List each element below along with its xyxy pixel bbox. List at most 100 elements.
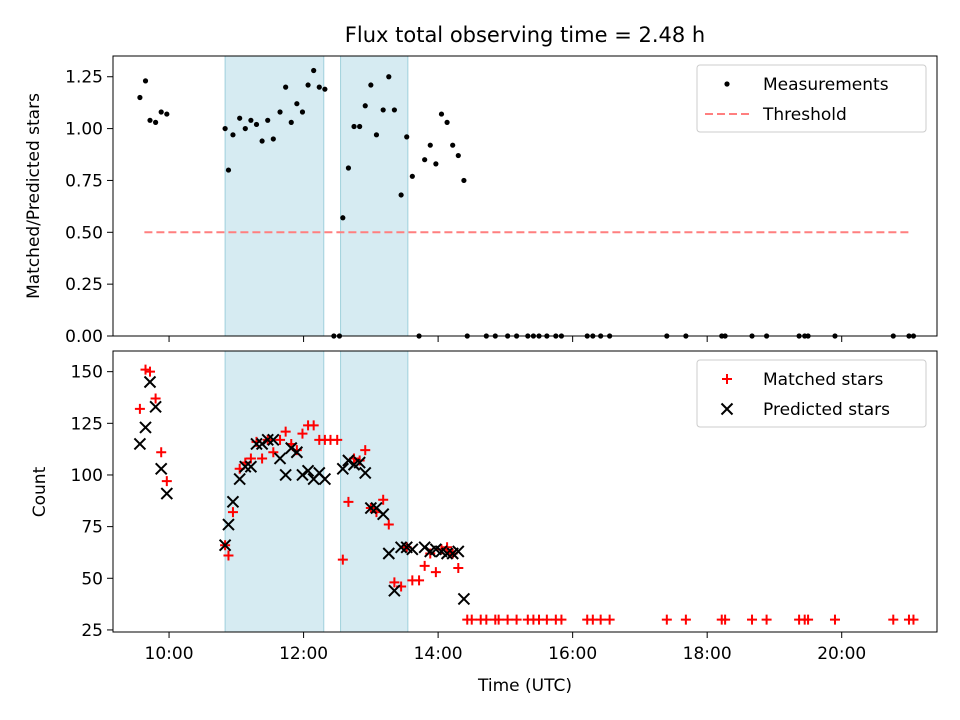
legend-measurement-swatch bbox=[724, 81, 730, 87]
legend-label: Matched stars bbox=[763, 370, 883, 390]
measurement-point bbox=[391, 107, 397, 113]
measurement-point bbox=[461, 177, 467, 184]
y-tick-label: 100 bbox=[71, 466, 103, 486]
matched-star-point bbox=[144, 366, 155, 377]
matched-star-point bbox=[134, 403, 145, 414]
matched-star-point bbox=[481, 614, 492, 625]
bottom-series bbox=[133, 364, 919, 625]
matched-star-point bbox=[332, 434, 343, 445]
matched-star-point bbox=[360, 445, 371, 456]
measurement-point bbox=[137, 94, 143, 101]
measurement-point bbox=[242, 125, 248, 132]
bottom-shaded-intervals bbox=[224, 350, 409, 633]
shaded-interval bbox=[224, 55, 325, 337]
measurement-point bbox=[230, 132, 236, 138]
predicted-star-point bbox=[149, 400, 162, 413]
measurement-point bbox=[368, 82, 374, 88]
matched-star-point bbox=[383, 519, 394, 530]
matched-star-point bbox=[156, 447, 167, 458]
measurement-point bbox=[265, 117, 271, 123]
matched-star-point bbox=[829, 614, 840, 625]
x-tick-label: 12:00 bbox=[279, 644, 328, 664]
predicted-star-point bbox=[388, 584, 401, 597]
measurement-point bbox=[362, 103, 368, 109]
predicted-star-point bbox=[301, 464, 315, 478]
matched-star-point bbox=[419, 560, 430, 571]
predicted-star-point bbox=[226, 495, 240, 509]
matched-star-point bbox=[378, 494, 389, 505]
measurement-point bbox=[386, 74, 392, 80]
predicted-star-point bbox=[382, 547, 395, 560]
matched-star-point bbox=[493, 614, 504, 625]
predicted-star-point bbox=[457, 592, 471, 606]
top-axes-frame bbox=[112, 55, 938, 337]
matched-star-point bbox=[414, 575, 425, 586]
predicted-star-point bbox=[255, 437, 269, 451]
measurement-point bbox=[427, 142, 433, 148]
matched-star-point bbox=[161, 476, 172, 487]
top-y-axis-ticks: 0.00 0.25 0.50 0.75 1.00 1.25 bbox=[65, 68, 113, 347]
panel-bottom: 25 50 75 100 125 150 10:00 12:00 14:00 16:00 18:0… bbox=[30, 350, 938, 696]
matched-star-point bbox=[257, 453, 268, 464]
bottom-y-axis-ticks: 25 50 75 100 125 150 bbox=[71, 363, 113, 641]
y-tick-label: 0.75 bbox=[65, 171, 103, 191]
measurement-point bbox=[225, 167, 232, 173]
measurement-point bbox=[288, 119, 294, 125]
y-tick-label: 0.25 bbox=[65, 275, 103, 295]
measurement-point bbox=[147, 117, 153, 123]
matched-star-point bbox=[556, 614, 567, 625]
measurement-point bbox=[153, 119, 159, 125]
predicted-star-point bbox=[218, 539, 232, 552]
measurement-point bbox=[237, 115, 243, 121]
measurement-point bbox=[248, 117, 254, 123]
matched-star-point bbox=[280, 426, 291, 437]
matched-star-point bbox=[227, 507, 238, 518]
measurement-point bbox=[450, 142, 456, 148]
x-tick-label: 20:00 bbox=[817, 644, 866, 664]
matched-star-point bbox=[150, 393, 161, 404]
measurement-point bbox=[259, 138, 265, 144]
predicted-star-point bbox=[139, 421, 152, 434]
matched-star-point bbox=[453, 562, 464, 573]
top-x-axis-ticks bbox=[168, 336, 843, 342]
predicted-star-point bbox=[359, 466, 372, 480]
figure-title: Flux total observing time = 2.48 h bbox=[345, 23, 705, 47]
measurement-point bbox=[409, 173, 415, 179]
matched-star-point bbox=[275, 434, 286, 445]
measurement-point bbox=[455, 152, 461, 159]
measurement-point bbox=[283, 84, 289, 90]
measurement-point bbox=[404, 134, 410, 140]
measurement-point bbox=[438, 111, 445, 117]
matched-star-point bbox=[888, 614, 899, 625]
measurement-point bbox=[311, 67, 317, 74]
predicted-star-point bbox=[318, 472, 332, 486]
y-tick-label: 0.00 bbox=[65, 327, 103, 347]
matched-star-point bbox=[466, 614, 477, 625]
bottom-axes-frame bbox=[112, 350, 938, 633]
predicted-star-point bbox=[250, 437, 263, 451]
matched-star-point bbox=[140, 364, 151, 375]
matched-star-point bbox=[337, 554, 348, 565]
top-series bbox=[137, 67, 917, 339]
y-tick-label: 25 bbox=[81, 621, 103, 641]
matched-star-point bbox=[297, 428, 308, 439]
measurement-point bbox=[158, 109, 164, 115]
predicted-star-point bbox=[452, 545, 465, 558]
predicted-star-point bbox=[353, 456, 366, 469]
measurement-point bbox=[444, 119, 450, 125]
predicted-star-point bbox=[273, 452, 287, 465]
predicted-star-point bbox=[160, 487, 174, 500]
legend-predicted-swatch bbox=[720, 402, 734, 416]
measurement-point bbox=[164, 111, 170, 117]
matched-star-point bbox=[502, 614, 513, 625]
legend-label: Predicted stars bbox=[763, 400, 890, 420]
shaded-interval bbox=[224, 350, 325, 633]
legend-box bbox=[696, 64, 927, 133]
measurement-point bbox=[422, 157, 428, 163]
matched-star-point bbox=[343, 496, 354, 507]
matched-star-point bbox=[680, 614, 691, 625]
predicted-star-point bbox=[143, 375, 157, 389]
predicted-star-point bbox=[418, 541, 431, 554]
legend-box bbox=[696, 359, 927, 428]
